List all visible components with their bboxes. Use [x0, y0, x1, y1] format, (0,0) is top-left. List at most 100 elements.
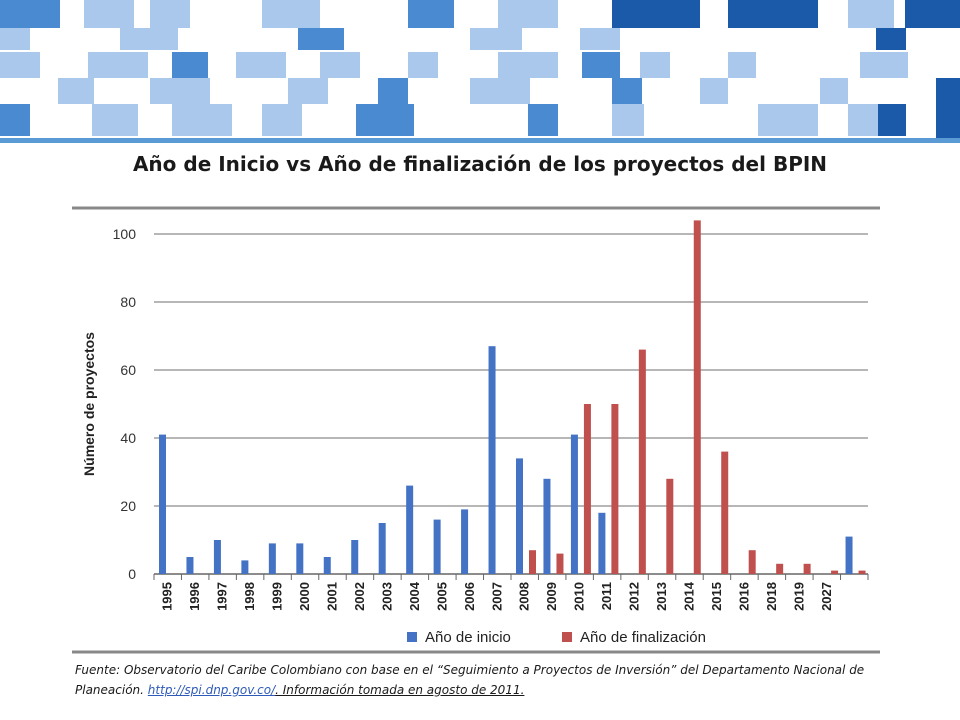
banner-tile	[700, 78, 728, 104]
x-tick-label: 1996	[187, 582, 202, 611]
bar-finalizacion-2014	[693, 220, 701, 574]
x-tick-label: 2010	[572, 582, 587, 611]
banner-tile	[498, 0, 558, 28]
y-tick-label: 100	[113, 226, 137, 242]
y-tick-label: 0	[128, 566, 136, 582]
bar-inicio-1999	[268, 543, 276, 574]
x-tick-label: 2007	[489, 582, 504, 611]
bar-inicio-2010	[570, 434, 578, 574]
bar-finalizacion-2011	[611, 404, 619, 574]
x-tick-label: 2015	[709, 582, 724, 611]
banner-tile	[356, 104, 414, 136]
bar-inicio-2011	[598, 512, 606, 574]
banner-tile	[905, 0, 960, 28]
bar-finalizacion-2010	[583, 404, 591, 574]
source-text: Fuente: Observatorio del Caribe Colombia…	[75, 663, 865, 697]
banner-tile	[612, 0, 700, 28]
banner-tile	[150, 0, 190, 28]
slide-title: Año de Inicio vs Año de finalización de …	[132, 152, 828, 176]
decorative-banner	[0, 0, 960, 138]
bar-inicio-2000	[296, 543, 304, 574]
x-tick-label: 2019	[791, 582, 806, 611]
bar-finalizacion-2013	[666, 478, 674, 574]
banner-tile	[88, 52, 148, 78]
banner-tile	[728, 0, 818, 28]
y-axis-label: Número de proyectos	[81, 332, 97, 476]
bar-inicio-2001	[323, 557, 331, 574]
banner-tile	[640, 52, 670, 78]
bar-inicio-2008	[516, 458, 523, 574]
x-tick-label: 2011	[599, 582, 614, 610]
banner-tile	[0, 0, 60, 28]
banner-tile	[92, 104, 138, 136]
bar-chart: 0 20 40 60 80 100 Número de proyectos 1995 1996 1…	[72, 206, 880, 654]
bar-finalizacion-2018	[776, 563, 784, 574]
banner-tile	[0, 28, 30, 50]
banner-tile	[498, 52, 558, 78]
banner-tile	[848, 0, 894, 28]
x-tick-label: 2006	[462, 582, 477, 611]
bar-inicio-2009	[543, 478, 551, 574]
banner-tile	[262, 0, 320, 28]
banner-tile	[58, 78, 94, 104]
legend-swatch-0	[407, 632, 417, 642]
x-tick-label: 2027	[819, 582, 834, 611]
banner-tile	[758, 104, 818, 136]
x-tick-label: 2001	[325, 582, 340, 611]
x-tick-label: 2005	[434, 582, 449, 611]
bar-inicio-1997	[213, 540, 221, 574]
banner-tile	[820, 78, 848, 104]
banner-tile	[878, 104, 906, 136]
bar-inicio-extra	[845, 536, 853, 574]
banner-tile	[848, 104, 878, 136]
banner-tile	[860, 52, 908, 78]
y-tick-label: 80	[120, 294, 136, 310]
banner-accent-line	[0, 138, 960, 143]
banner-tile	[84, 0, 134, 28]
bar-inicio-2006	[461, 509, 469, 574]
x-tick-label: 2013	[654, 582, 669, 611]
banner-tile	[120, 28, 178, 50]
banner-tile	[262, 104, 302, 136]
legend-label-0: Año de inicio	[425, 629, 511, 646]
banner-tile	[470, 28, 522, 50]
source-after-text: . Información tomada en agosto de 2011.	[275, 683, 525, 697]
bar-finalizacion-2027	[831, 570, 839, 574]
bar-finalizacion-2016	[748, 550, 756, 574]
banner-tile	[408, 52, 438, 78]
x-tick-label: 2012	[627, 582, 642, 611]
bar-inicio-2004	[406, 485, 414, 574]
banner-tile	[172, 52, 208, 78]
chart-container: 0 20 40 60 80 100 Número de proyectos 1995 1996 1…	[72, 206, 884, 654]
banner-tile	[172, 104, 232, 136]
x-tick-label: 2003	[379, 582, 394, 611]
banner-tile	[288, 78, 328, 104]
x-tick-label: 2000	[297, 582, 312, 611]
bar-finalizacion-2019	[803, 563, 811, 574]
bar-finalizacion-2009	[556, 553, 564, 574]
x-tick-label: 1999	[270, 582, 285, 611]
bar-inicio-2002	[351, 540, 359, 574]
banner-tile	[320, 52, 360, 78]
legend-label-1: Año de finalización	[580, 629, 706, 646]
banner-tile	[612, 78, 642, 104]
banner-tile	[936, 78, 960, 138]
x-tick-label: 1998	[242, 582, 257, 611]
banner-tile	[470, 78, 530, 104]
bar-finalizacion-extra	[858, 570, 866, 574]
banner-tile	[408, 0, 454, 28]
source-link[interactable]: http://spi.dnp.gov.co/	[147, 683, 276, 697]
bar-inicio-1998	[241, 560, 249, 574]
banner-tile	[150, 78, 210, 104]
x-tick-label: 2002	[352, 582, 367, 611]
source-note: Fuente: Observatorio del Caribe Colombia…	[75, 660, 915, 700]
bar-finalizacion-2008	[529, 550, 536, 574]
y-tick-label: 60	[120, 362, 136, 378]
x-tick-label: 1997	[215, 582, 230, 611]
x-tick-label: 2016	[736, 582, 751, 611]
x-tick-label: 2004	[407, 581, 422, 611]
x-tick-label: 1995	[160, 582, 175, 611]
bar-finalizacion-2012	[638, 349, 646, 574]
banner-tile	[528, 104, 558, 136]
bar-finalizacion-2015	[721, 451, 729, 574]
